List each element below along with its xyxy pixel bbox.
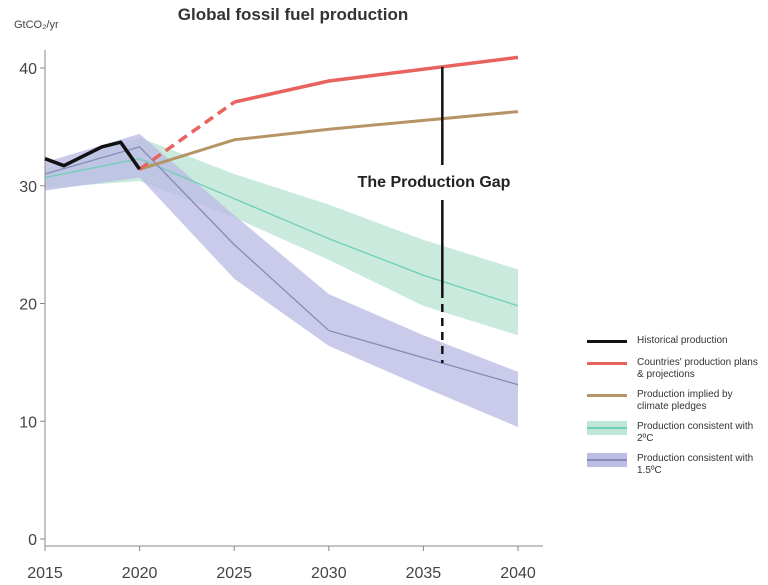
legend-label: Historical production (637, 335, 728, 346)
band-1-5c (45, 133, 518, 428)
y-tick-label: 40 (19, 61, 37, 78)
x-tick-label: 2025 (216, 565, 252, 582)
chart-title: Global fossil fuel production (178, 5, 408, 24)
x-tick-label: 2020 (122, 565, 158, 582)
line-1-5c (44, 146, 519, 386)
legend-item-pledges: Production implied by climate pledges (587, 389, 767, 413)
legend-label: Production implied by climate pledges (637, 389, 733, 412)
line-2c (44, 158, 519, 307)
legend-swatch-15c (587, 453, 627, 467)
y-axis-unit: GtCO₂/yr (14, 19, 59, 31)
legend-swatch-historical (587, 335, 627, 349)
production-gap-label: The Production Gap (358, 174, 511, 191)
y-tick-label: 10 (19, 414, 37, 431)
bands-layer (45, 133, 518, 428)
axes-layer (44, 50, 543, 547)
line-plans-dashed (138, 100, 236, 171)
legend-item-historical: Historical production (587, 335, 767, 349)
lines-layer (44, 55, 519, 386)
line-pledges (139, 110, 519, 171)
legend-swatch-pledges (587, 389, 627, 403)
x-tick-label: 2015 (27, 565, 63, 582)
x-tick-label: 2040 (500, 565, 536, 582)
legend-label: Production consistent with 2ºC (637, 421, 754, 444)
legend-item-15c: Production consistent with 1.5ºC (587, 453, 767, 477)
gap-layer: The Production Gap (358, 66, 511, 364)
legend-swatch-plans (587, 357, 627, 371)
y-tick-label: 30 (19, 179, 37, 196)
legend-label: Production consistent with 1.5ºC (637, 453, 754, 476)
legend-swatch-2c (587, 421, 627, 435)
line-plans (233, 55, 519, 104)
legend-label: Countries' production plans & projection… (637, 357, 758, 380)
line-historical (44, 140, 142, 171)
y-tick-label: 0 (28, 532, 37, 549)
y-tick-label: 20 (19, 297, 37, 314)
legend-item-2c: Production consistent with 2ºC (587, 421, 767, 445)
legend: Historical production Countries' product… (587, 335, 767, 485)
x-tick-label: 2035 (406, 565, 442, 582)
x-tick-label: 2030 (311, 565, 347, 582)
legend-item-plans: Countries' production plans & projection… (587, 357, 767, 381)
